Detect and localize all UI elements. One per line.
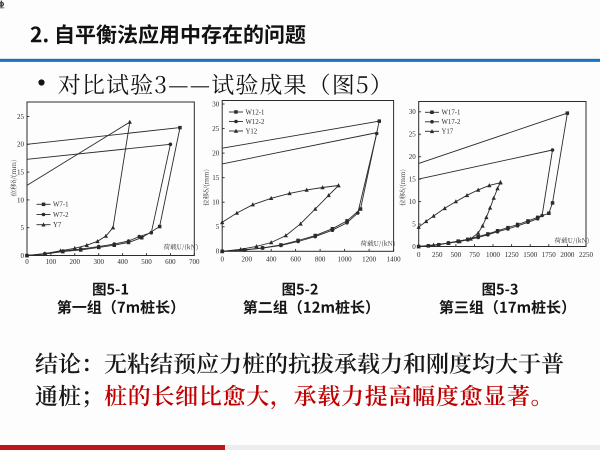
svg-text:1500: 1500 xyxy=(523,251,538,259)
svg-text:30: 30 xyxy=(212,100,220,108)
svg-text:5: 5 xyxy=(216,223,220,231)
svg-text:0: 0 xyxy=(21,252,25,260)
svg-text:W17-2: W17-2 xyxy=(442,119,461,126)
svg-text:600: 600 xyxy=(165,258,176,266)
svg-text:Y17: Y17 xyxy=(442,129,454,136)
svg-text:1000: 1000 xyxy=(486,251,501,259)
svg-text:1400: 1400 xyxy=(387,256,402,264)
svg-text:400: 400 xyxy=(117,258,128,266)
svg-text:1200: 1200 xyxy=(362,256,377,264)
svg-text:W7-2: W7-2 xyxy=(53,212,69,219)
svg-text:800: 800 xyxy=(315,256,326,264)
svg-text:1750: 1750 xyxy=(542,251,557,259)
svg-text:15: 15 xyxy=(212,174,220,182)
svg-text:20: 20 xyxy=(409,153,417,161)
svg-text:10: 10 xyxy=(212,199,220,207)
svg-text:200: 200 xyxy=(241,256,252,264)
svg-text:700: 700 xyxy=(189,258,200,266)
svg-text:0: 0 xyxy=(25,258,29,266)
svg-text:750: 750 xyxy=(469,251,480,259)
svg-text:15: 15 xyxy=(409,176,417,184)
svg-text:W12-1: W12-1 xyxy=(246,109,265,116)
svg-text:250: 250 xyxy=(432,251,443,259)
svg-text:W12-2: W12-2 xyxy=(246,119,265,126)
svg-text:2250: 2250 xyxy=(579,251,594,259)
svg-text:30: 30 xyxy=(409,108,417,116)
svg-text:100: 100 xyxy=(46,258,57,266)
svg-text:500: 500 xyxy=(141,258,152,266)
svg-text:W17-1: W17-1 xyxy=(442,110,461,117)
svg-text:Y7: Y7 xyxy=(53,222,62,229)
svg-text:10: 10 xyxy=(409,198,417,206)
svg-text:0: 0 xyxy=(216,248,220,256)
svg-text:1000: 1000 xyxy=(338,256,353,264)
svg-text:0: 0 xyxy=(412,243,416,251)
svg-text:2000: 2000 xyxy=(560,251,575,259)
svg-text:1250: 1250 xyxy=(505,251,520,259)
svg-text:500: 500 xyxy=(451,251,462,259)
svg-text:Y12: Y12 xyxy=(246,128,258,135)
svg-text:5: 5 xyxy=(21,224,25,232)
svg-text:400: 400 xyxy=(266,256,277,264)
svg-text:W7-1: W7-1 xyxy=(53,202,68,209)
svg-text:20: 20 xyxy=(17,141,25,149)
svg-text:200: 200 xyxy=(70,258,81,266)
svg-text:600: 600 xyxy=(290,256,301,264)
svg-text:10: 10 xyxy=(17,196,25,204)
svg-text:300: 300 xyxy=(93,258,104,266)
svg-text:25: 25 xyxy=(212,125,220,133)
svg-text:0: 0 xyxy=(220,256,224,264)
svg-text:5: 5 xyxy=(412,221,416,229)
svg-text:15: 15 xyxy=(17,169,25,177)
svg-text:25: 25 xyxy=(17,113,25,121)
svg-text:0: 0 xyxy=(417,251,421,259)
svg-text:20: 20 xyxy=(212,150,220,158)
svg-text:25: 25 xyxy=(409,131,417,139)
